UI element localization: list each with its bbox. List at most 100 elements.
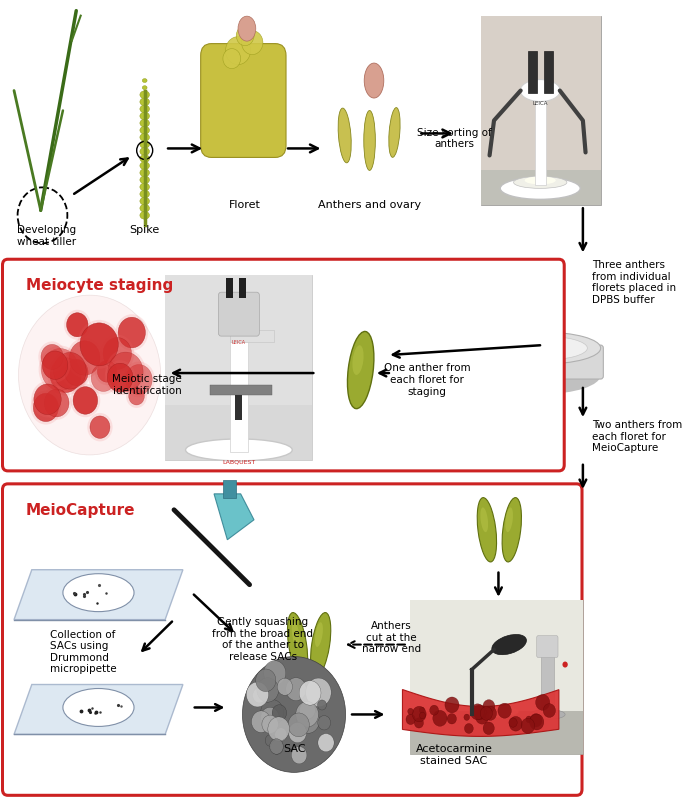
Circle shape [88, 361, 119, 394]
Circle shape [261, 699, 284, 726]
Circle shape [73, 387, 97, 414]
Circle shape [101, 335, 134, 372]
Ellipse shape [485, 332, 601, 364]
Ellipse shape [506, 507, 513, 532]
Circle shape [521, 718, 535, 734]
Circle shape [126, 384, 147, 408]
Ellipse shape [347, 332, 374, 409]
Bar [223, 480, 236, 498]
Bar [535, 95, 545, 185]
Circle shape [77, 320, 121, 368]
Circle shape [105, 360, 136, 395]
Circle shape [483, 699, 495, 713]
Text: LABQUEST: LABQUEST [222, 460, 256, 465]
Ellipse shape [140, 169, 149, 177]
Circle shape [225, 37, 251, 65]
Ellipse shape [140, 91, 149, 99]
Ellipse shape [140, 112, 149, 120]
Circle shape [87, 413, 112, 441]
Circle shape [69, 341, 100, 375]
Circle shape [543, 703, 556, 718]
Bar [239, 278, 246, 298]
Ellipse shape [140, 162, 149, 170]
Text: Meiocyte staging: Meiocyte staging [25, 278, 173, 293]
Circle shape [41, 344, 63, 369]
Text: SAC: SAC [283, 744, 306, 755]
Bar [236, 395, 242, 420]
Circle shape [464, 714, 469, 720]
Bar [410, 710, 583, 755]
Circle shape [296, 702, 319, 727]
Ellipse shape [492, 634, 526, 654]
Circle shape [318, 734, 334, 752]
Circle shape [498, 703, 511, 718]
Bar [165, 276, 312, 460]
Circle shape [261, 707, 279, 728]
Bar [544, 50, 553, 93]
Ellipse shape [140, 176, 149, 183]
Circle shape [412, 706, 426, 722]
Ellipse shape [140, 98, 149, 106]
FancyBboxPatch shape [3, 484, 582, 795]
Circle shape [242, 30, 263, 54]
Circle shape [406, 714, 415, 725]
Ellipse shape [288, 613, 308, 677]
Bar [410, 600, 583, 755]
Ellipse shape [292, 622, 300, 647]
Ellipse shape [469, 706, 519, 718]
Circle shape [299, 681, 321, 705]
Ellipse shape [140, 155, 149, 163]
Text: Floret: Floret [229, 200, 261, 211]
Circle shape [275, 728, 287, 742]
Ellipse shape [140, 134, 149, 141]
Circle shape [65, 360, 88, 385]
Ellipse shape [477, 497, 497, 562]
Circle shape [264, 661, 286, 686]
Circle shape [253, 688, 266, 703]
Bar [481, 171, 601, 205]
Text: Anthers
cut at the
narrow end: Anthers cut at the narrow end [362, 621, 421, 654]
Ellipse shape [140, 204, 149, 212]
Circle shape [473, 705, 486, 719]
Ellipse shape [499, 336, 587, 360]
Circle shape [480, 706, 493, 720]
Ellipse shape [140, 127, 149, 134]
Circle shape [47, 355, 84, 396]
Circle shape [45, 389, 69, 417]
Ellipse shape [310, 613, 331, 677]
Circle shape [40, 348, 71, 382]
Circle shape [123, 361, 155, 397]
Ellipse shape [525, 176, 556, 184]
Circle shape [306, 678, 332, 706]
Circle shape [91, 364, 116, 392]
Text: Acetocarmine
stained SAC: Acetocarmine stained SAC [416, 744, 493, 766]
Circle shape [105, 349, 146, 395]
Circle shape [38, 345, 82, 393]
Circle shape [125, 364, 152, 394]
Bar [230, 330, 248, 452]
Circle shape [429, 705, 438, 715]
Ellipse shape [338, 108, 351, 163]
Circle shape [97, 360, 116, 382]
Circle shape [242, 657, 345, 772]
Circle shape [299, 702, 315, 719]
Circle shape [484, 706, 497, 720]
Circle shape [38, 341, 66, 372]
Text: Three anthers
from individual
florets placed in
DPBS buffer: Three anthers from individual florets pl… [592, 260, 676, 305]
Circle shape [18, 296, 161, 455]
Circle shape [270, 739, 284, 755]
Circle shape [62, 356, 90, 388]
Circle shape [526, 716, 532, 723]
Circle shape [71, 384, 100, 417]
Circle shape [256, 669, 276, 691]
Circle shape [118, 317, 145, 348]
FancyBboxPatch shape [201, 43, 286, 158]
Text: Two anthers from
each floret for
MeioCapture: Two anthers from each floret for MeioCap… [592, 420, 682, 453]
Ellipse shape [140, 119, 149, 127]
Text: Spike: Spike [129, 225, 160, 235]
Circle shape [34, 393, 58, 421]
Circle shape [257, 678, 279, 702]
Bar [541, 654, 553, 712]
Circle shape [66, 312, 88, 336]
Bar [165, 405, 312, 460]
